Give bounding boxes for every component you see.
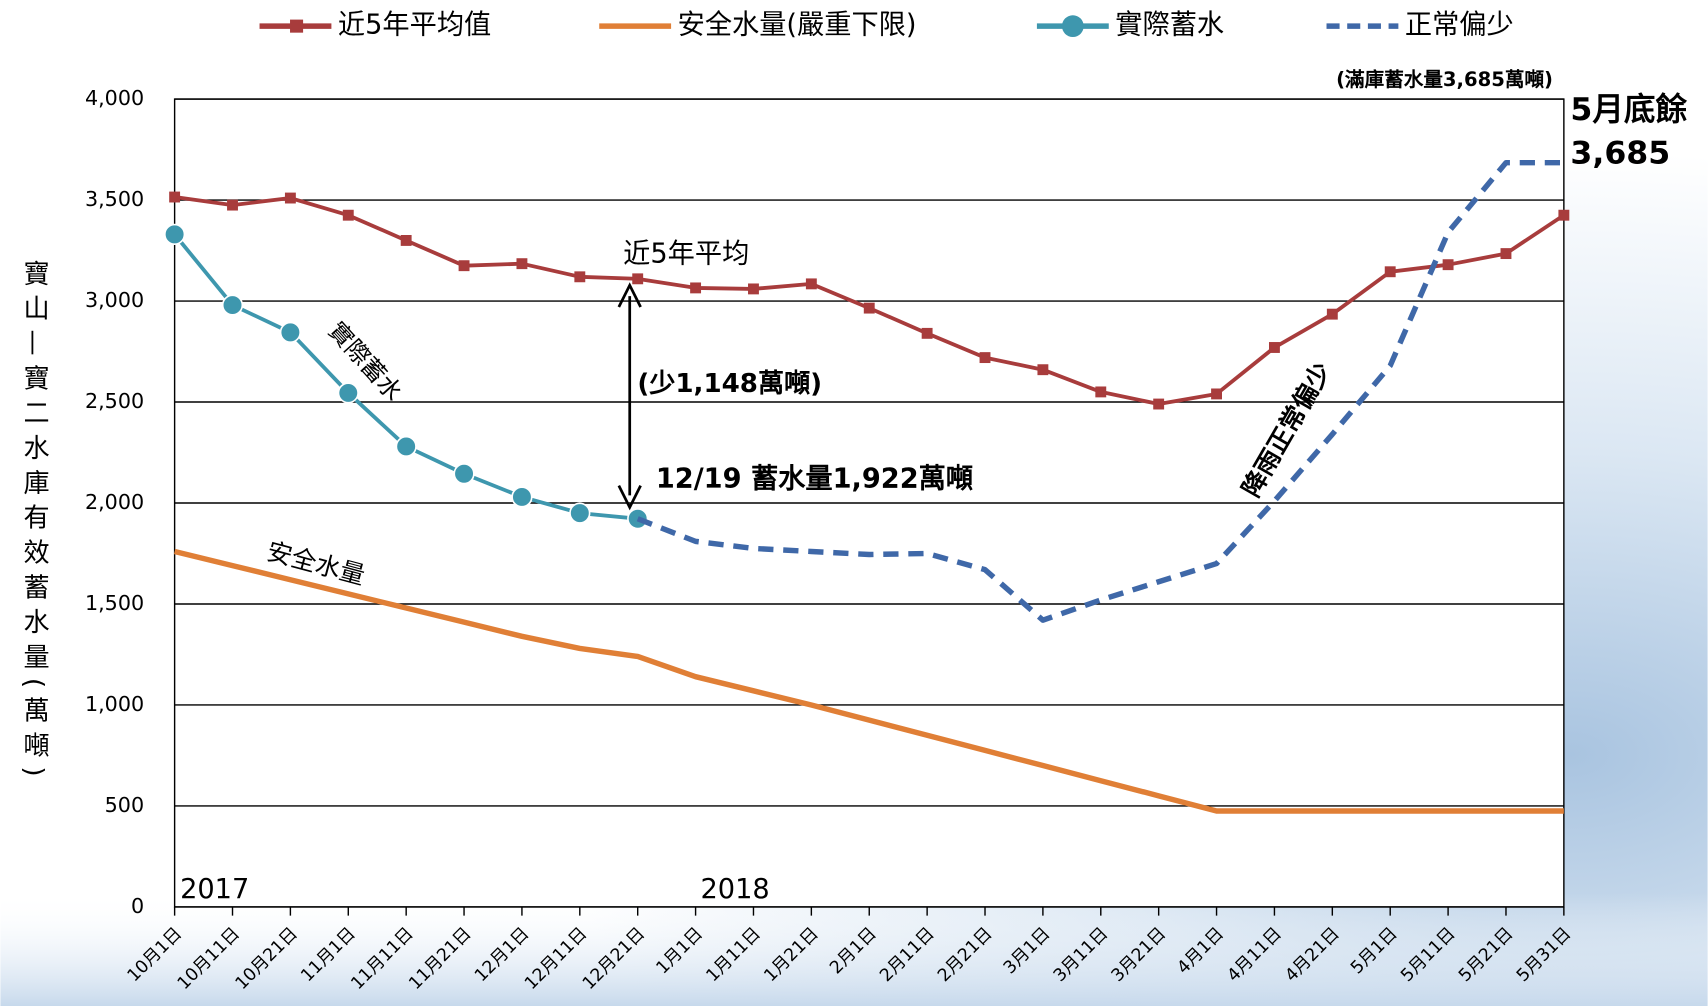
data-point — [337, 382, 359, 404]
data-point — [1558, 209, 1570, 221]
data-point — [574, 271, 586, 283]
data-point — [1153, 398, 1165, 410]
data-point — [569, 502, 591, 524]
y-tick-label: 1,500 — [85, 591, 144, 615]
data-point — [863, 302, 875, 314]
data-point — [1268, 342, 1280, 353]
data-point — [164, 223, 186, 246]
annotation: (少1,148萬噸) — [637, 369, 822, 399]
arrow-head — [617, 282, 642, 308]
legend-label: 實際蓄水 — [1115, 10, 1224, 41]
data-point — [1326, 308, 1338, 320]
annotation: 12/19 蓄水量1,922萬噸 — [656, 464, 973, 495]
y-tick-label: 1,000 — [85, 692, 144, 716]
data-point — [516, 258, 528, 270]
legend-label: 安全水量(嚴重下限) — [678, 10, 917, 41]
y-tick-label: 4,000 — [85, 86, 144, 110]
annotation: 近5年平均 — [623, 238, 749, 269]
data-point — [632, 273, 644, 285]
data-point — [453, 463, 475, 485]
annotation: 2017 — [180, 874, 249, 905]
annotation: 5月底餘 — [1570, 91, 1687, 128]
data-point — [979, 352, 991, 364]
data-point — [169, 191, 181, 203]
arrow-head — [617, 484, 642, 511]
data-point — [921, 327, 933, 339]
background-floor — [0, 892, 1708, 1006]
data-point — [342, 209, 354, 221]
data-point — [279, 321, 302, 343]
y-tick-label: 500 — [105, 793, 144, 817]
data-point — [400, 235, 412, 246]
legend-label: 正常偏少 — [1405, 10, 1514, 41]
annotation: 2018 — [700, 874, 769, 905]
y-tick-label: 3,500 — [85, 187, 144, 211]
legend-label: 近5年平均值 — [338, 10, 491, 41]
legend-marker — [290, 19, 304, 33]
y-tick-label: 0 — [131, 894, 144, 918]
y-tick-label: 2,000 — [85, 490, 144, 514]
data-point — [227, 199, 238, 211]
annotation: (滿庫蓄水量3,685萬噸) — [1336, 68, 1553, 91]
series-line — [636, 159, 1564, 623]
y-tick-label: 3,000 — [85, 288, 144, 312]
data-point — [1037, 364, 1049, 376]
data-point — [458, 260, 470, 272]
data-point — [1442, 259, 1454, 271]
data-point — [805, 278, 817, 290]
data-point — [690, 282, 702, 294]
series-line — [173, 548, 1564, 814]
data-point — [1500, 248, 1512, 260]
data-point — [221, 294, 244, 316]
legend-marker — [1061, 15, 1084, 38]
y-axis-label: 寶山—寶二水庫有效蓄水量(萬噸) — [19, 260, 50, 785]
data-point — [395, 435, 417, 458]
data-point — [1384, 266, 1396, 278]
data-point — [511, 486, 533, 508]
data-point — [748, 283, 759, 295]
data-point — [1095, 386, 1107, 398]
data-point — [284, 192, 296, 204]
annotation: 3,685 — [1570, 136, 1670, 172]
data-point — [1211, 388, 1222, 400]
y-tick-label: 2,500 — [85, 389, 144, 413]
